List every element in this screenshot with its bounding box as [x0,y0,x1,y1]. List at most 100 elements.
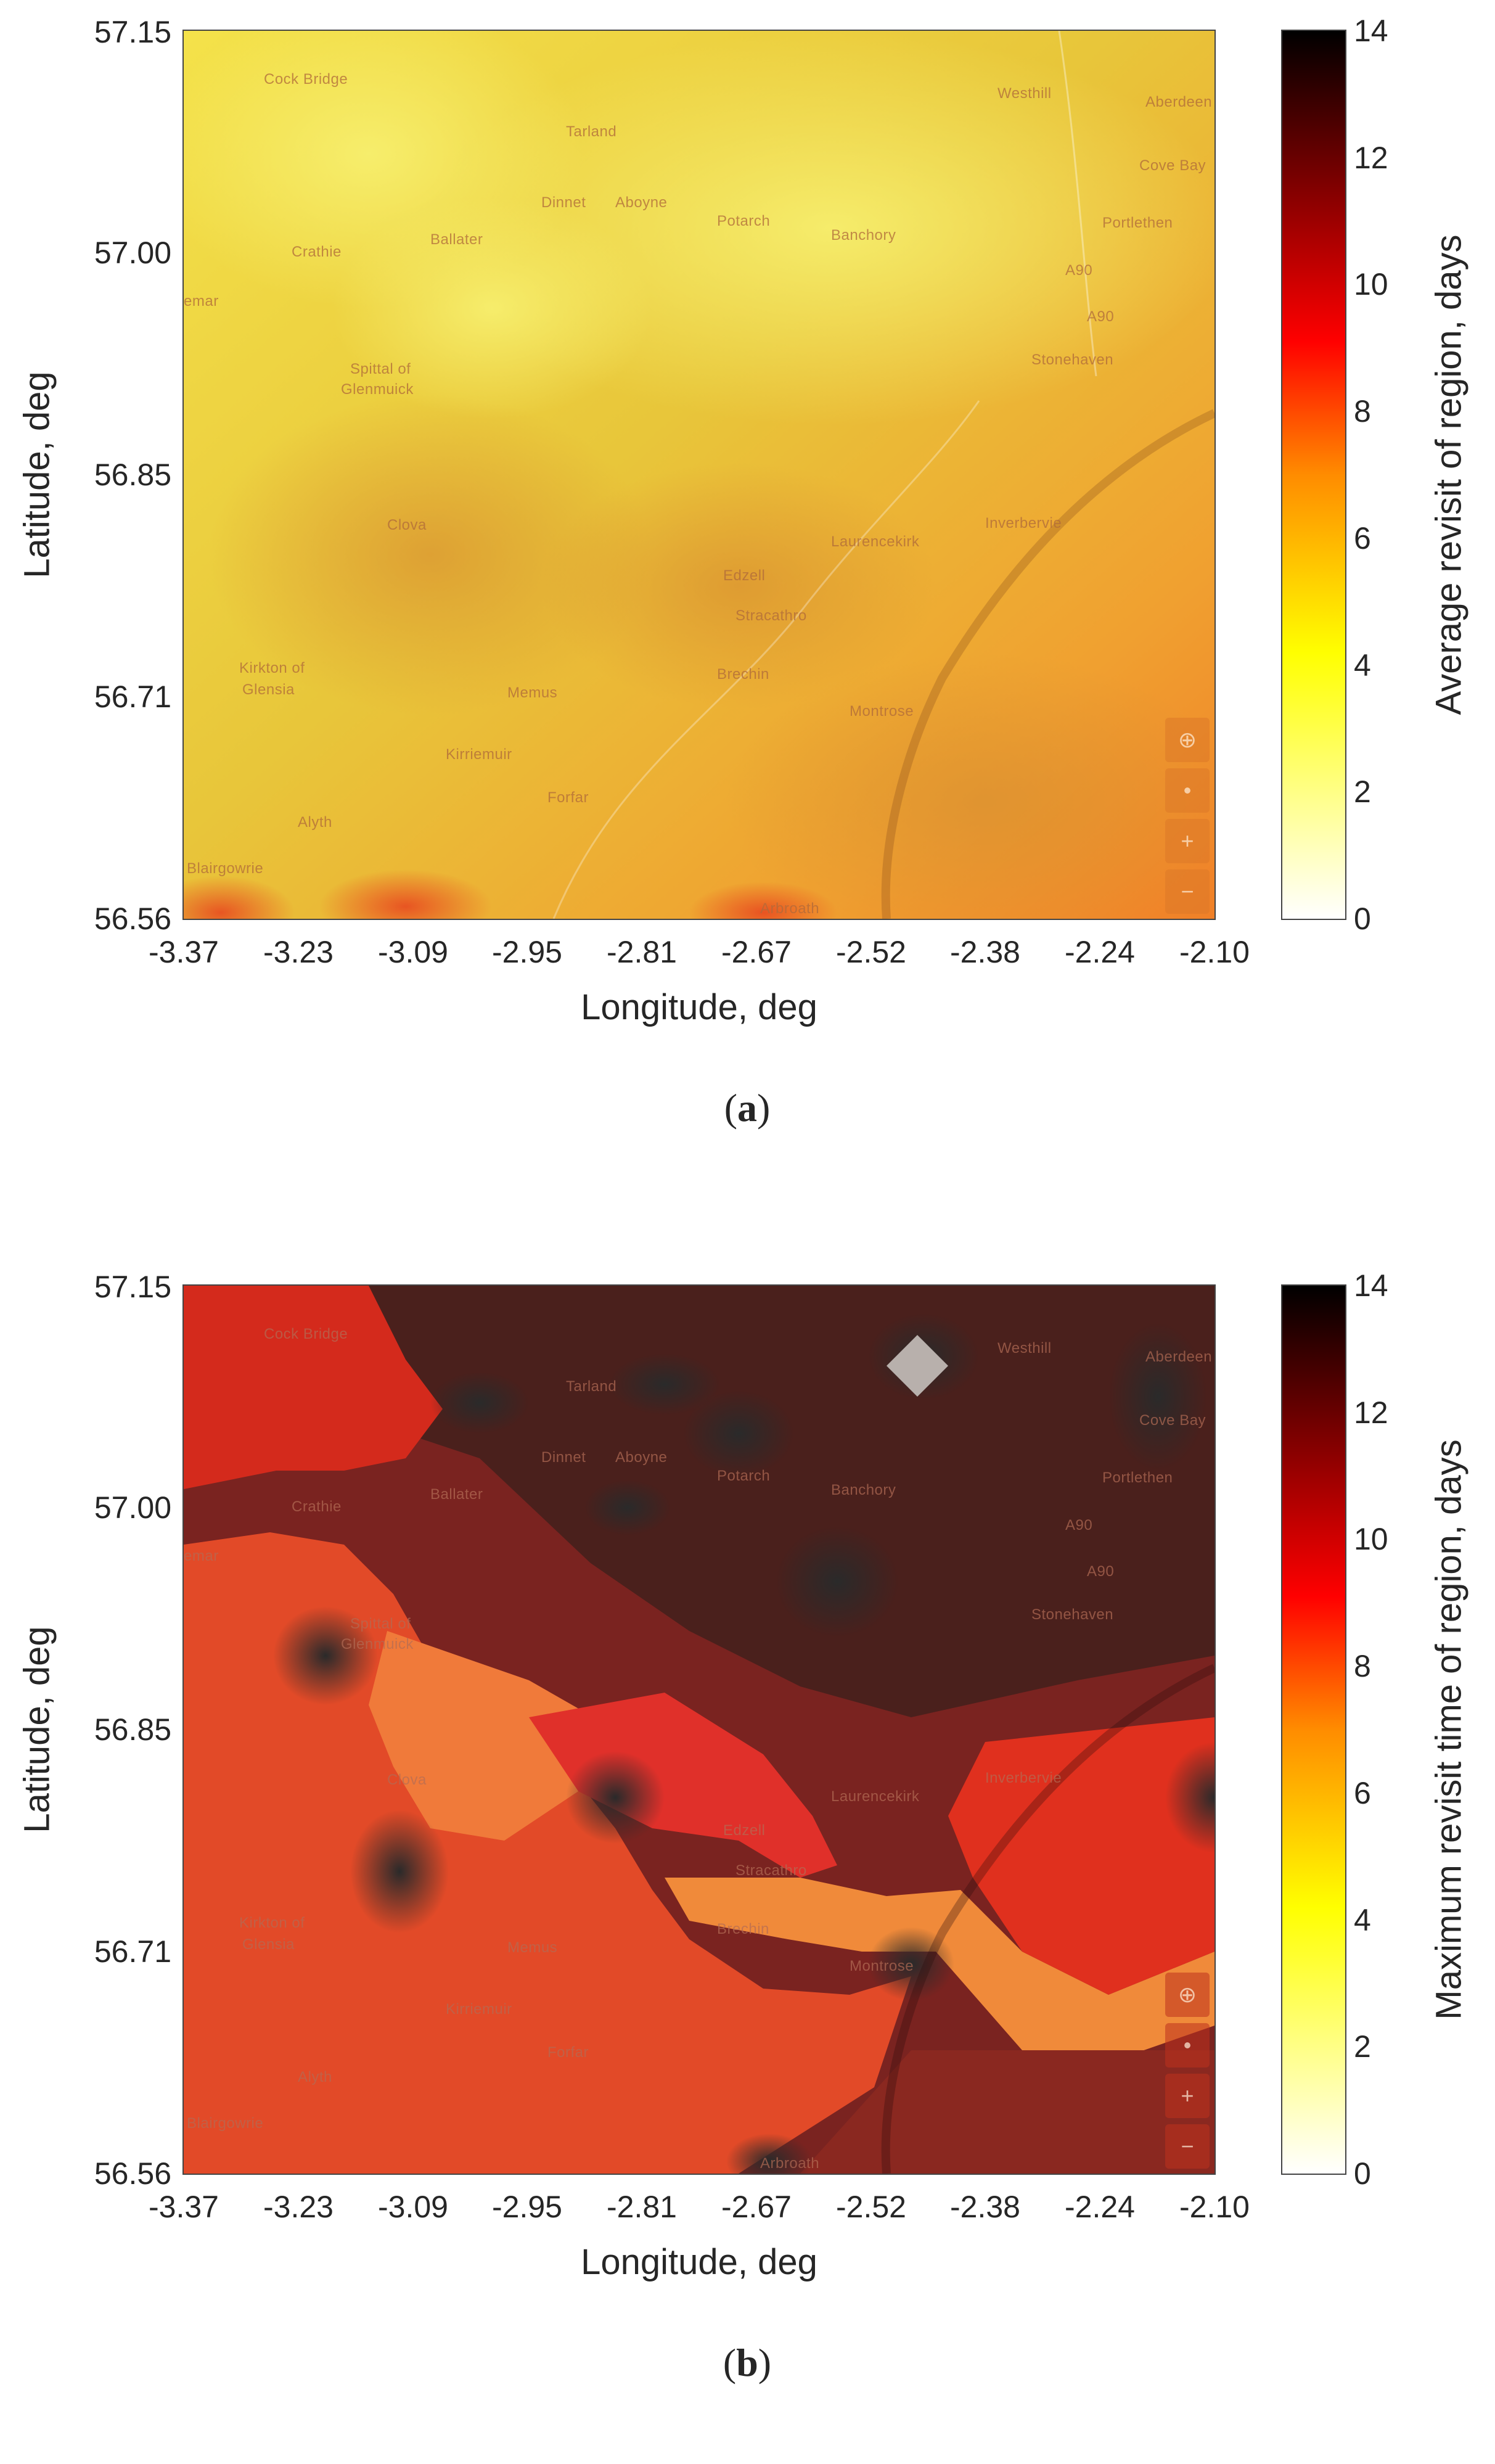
colorbar-tick: 12 [1354,141,1388,175]
locate-button[interactable]: ⊕ [1165,718,1210,762]
x-tick-label: -2.67 [721,2190,792,2224]
x-axis-label: Longitude, deg [581,987,817,1027]
place-label: Glenmuick [341,1636,414,1653]
map-maximum-revisit[interactable]: Cock Bridge Tarland Westhill Aberdeen Co… [182,1284,1216,2175]
place-label: Portlethen [1102,215,1173,231]
place-label: Aberdeen [1145,1349,1213,1365]
place-label: Clova [387,1772,427,1788]
x-tick-label: -2.38 [950,2190,1020,2224]
place-label: Westhill [997,85,1052,102]
y-tick-label: 56.56 [94,901,171,936]
x-tick-label: -3.37 [149,2190,219,2224]
center-button[interactable]: • [1165,768,1210,813]
place-label: Kirriemuir [446,746,512,763]
place-label: Clova [387,517,427,533]
place-label: Cock Bridge [264,71,348,88]
place-label: A90 [1087,1563,1115,1580]
place-label: Brechin [717,1921,769,1937]
colorbar-tick: 4 [1354,648,1371,683]
place-label: Cove Bay [1139,1412,1206,1429]
zoom-in-button[interactable]: + [1165,2074,1210,2118]
y-axis-label: Latitude, deg [17,371,57,578]
x-axis-label: Longitude, deg [581,2242,817,2282]
place-label: A90 [1065,1517,1093,1534]
colorbar-label: Average revisit of region, days [1428,234,1469,715]
x-tick-label: -3.23 [263,2190,334,2224]
zoom-out-button[interactable]: − [1165,869,1210,914]
colorbar-tick: 10 [1354,1522,1388,1556]
x-tick-label: -2.52 [836,935,906,969]
place-label: Memus [507,1939,558,1956]
diamond-marker [887,1335,948,1397]
panel-caption: (a) [724,1086,771,1130]
place-label: Westhill [997,1340,1052,1357]
colorbar-tick: 6 [1354,521,1371,556]
place-label: Cock Bridge [264,1326,348,1342]
x-tick-label: -2.38 [950,935,1020,969]
map-controls: ⊕ • + − [1165,1966,1210,2169]
place-label: Dinnet [541,194,586,211]
x-tick-label: -2.52 [836,2190,906,2224]
place-label: Edzell [723,567,766,584]
place-label: Kirkton of [239,1915,305,1931]
place-label: Glensia [242,1936,295,1953]
x-tick-label: -3.23 [263,935,334,969]
y-tick-label: 56.71 [94,1934,171,1969]
colorbar-label: Maximum revisit time of region, days [1428,1439,1469,2020]
y-tick-label: 57.15 [94,1270,171,1304]
colorbar-tick: 2 [1354,2029,1371,2064]
zoom-out-button[interactable]: − [1165,2124,1210,2169]
locate-button[interactable]: ⊕ [1165,1973,1210,2017]
heatmap-layer [184,31,1214,919]
x-tick-label: -2.81 [607,935,677,969]
place-label: Stracathro [735,1862,807,1879]
place-label: Montrose [850,1958,914,1974]
colorbar-tick: 0 [1354,901,1371,936]
place-label: Kirriemuir [446,2001,512,2018]
heatmap-layer [184,1286,1214,2174]
place-label: Dinnet [541,1449,586,1466]
y-tick-label: 56.71 [94,680,171,714]
place-label: Stracathro [735,607,807,624]
place-label: A90 [1065,262,1093,279]
place-label: emar [184,1548,219,1564]
place-label: Crathie [292,1498,342,1515]
place-label: Montrose [850,703,914,720]
place-label: Edzell [723,1822,766,1839]
y-tick-label: 57.15 [94,15,171,49]
x-tick-label: -2.24 [1065,2190,1135,2224]
place-label: Potarch [717,213,771,229]
x-tick-label: -2.95 [492,935,562,969]
place-label: Laurencekirk [831,533,920,550]
panel-a: Cock Bridge Tarland Westhill Aberdeen Co… [0,0,1495,1209]
place-label: Spittal of [350,1616,411,1632]
colorbar-tick: 2 [1354,774,1371,809]
place-label: emar [184,293,219,310]
colorbar-tick: 10 [1354,267,1388,302]
x-tick-label: -2.81 [607,2190,677,2224]
place-label: Brechin [717,666,769,683]
map-average-revisit[interactable]: Cock Bridge Tarland Westhill Aberdeen Co… [182,30,1216,920]
colorbar-tick: 6 [1354,1776,1371,1810]
map-controls: ⊕ • + − [1165,712,1210,914]
x-tick-label: -3.09 [378,2190,448,2224]
zoom-in-button[interactable]: + [1165,819,1210,863]
center-button[interactable]: • [1165,2023,1210,2068]
place-label: A90 [1087,308,1115,325]
x-tick-label: -2.10 [1179,935,1250,969]
place-label: Spittal of [350,361,411,377]
place-label: Portlethen [1102,1469,1173,1486]
place-label: Banchory [831,227,896,244]
place-label: Stonehaven [1031,351,1114,368]
place-label: Kirkton of [239,660,305,676]
place-label: Ballater [430,231,483,248]
place-label: Ballater [430,1486,483,1503]
colorbar-tick: 0 [1354,2156,1371,2191]
place-label: Cove Bay [1139,157,1206,174]
place-label: Crathie [292,244,342,260]
colorbar-tick: 12 [1354,1395,1388,1430]
place-label: Arbroath [760,2155,820,2172]
place-label: Glenmuick [341,381,414,398]
place-label: Tarland [566,123,617,140]
place-label: Aboyne [615,1449,668,1466]
